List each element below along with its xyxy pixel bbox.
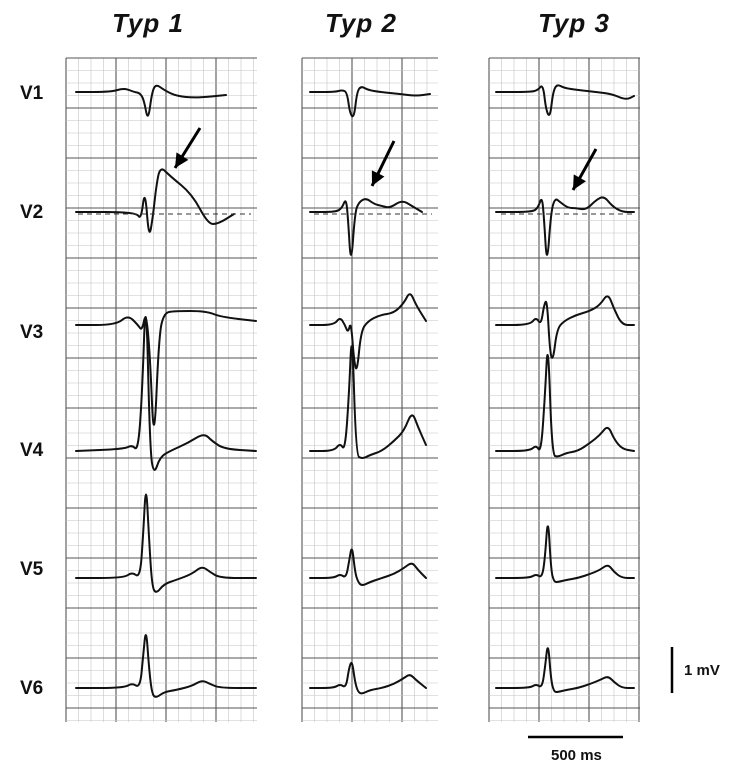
ecg-trace-typ2-v6 (309, 661, 427, 695)
ecg-grid-panel-3 (488, 57, 640, 722)
ecg-trace-typ2-v2 (309, 198, 423, 256)
ecg-trace-typ1-v3 (75, 310, 257, 426)
ecg-trace-typ1-v6 (75, 634, 257, 698)
ecg-trace-typ3-v6 (495, 647, 635, 693)
ecg-trace-typ3-v4 (495, 354, 635, 458)
ecg-trace-typ2-v1 (309, 86, 431, 118)
ecg-trace-typ3-v5 (495, 525, 635, 583)
ecg-grid-panel-1 (65, 57, 257, 722)
lead-label-v6: V6 (20, 678, 44, 699)
lead-label-v4: V4 (20, 440, 44, 461)
ecg-trace-typ1-v1 (75, 84, 227, 117)
ecg-trace-typ3-v1 (495, 84, 635, 116)
ecg-trace-typ2-v3 (309, 293, 427, 370)
ecg-grid-panel-2 (301, 57, 438, 722)
ecg-trace-typ1-v4 (75, 316, 257, 471)
ecg-trace-typ3-v2 (495, 196, 635, 256)
ecg-trace-typ1-v5 (75, 493, 257, 593)
ecg-trace-typ1-v2 (75, 168, 235, 233)
arrow-typ-1 (173, 127, 202, 169)
ecg-trace-typ2-v5 (309, 548, 427, 586)
lead-label-v2: V2 (20, 202, 44, 223)
ecg-trace-typ2-v4 (309, 345, 427, 459)
column-title-typ-3: Typ 3 (538, 8, 610, 38)
time-scale-label: 500 ms (551, 747, 602, 764)
arrow-typ-2 (370, 140, 396, 187)
lead-label-v1: V1 (20, 83, 44, 104)
lead-label-v3: V3 (20, 322, 44, 343)
lead-label-v5: V5 (20, 559, 44, 580)
arrow-typ-3 (571, 148, 598, 191)
voltage-scale-label: 1 mV (684, 662, 720, 679)
ecg-trace-typ3-v3 (495, 295, 635, 359)
column-title-typ-1: Typ 1 (112, 8, 184, 38)
column-title-typ-2: Typ 2 (325, 8, 397, 38)
